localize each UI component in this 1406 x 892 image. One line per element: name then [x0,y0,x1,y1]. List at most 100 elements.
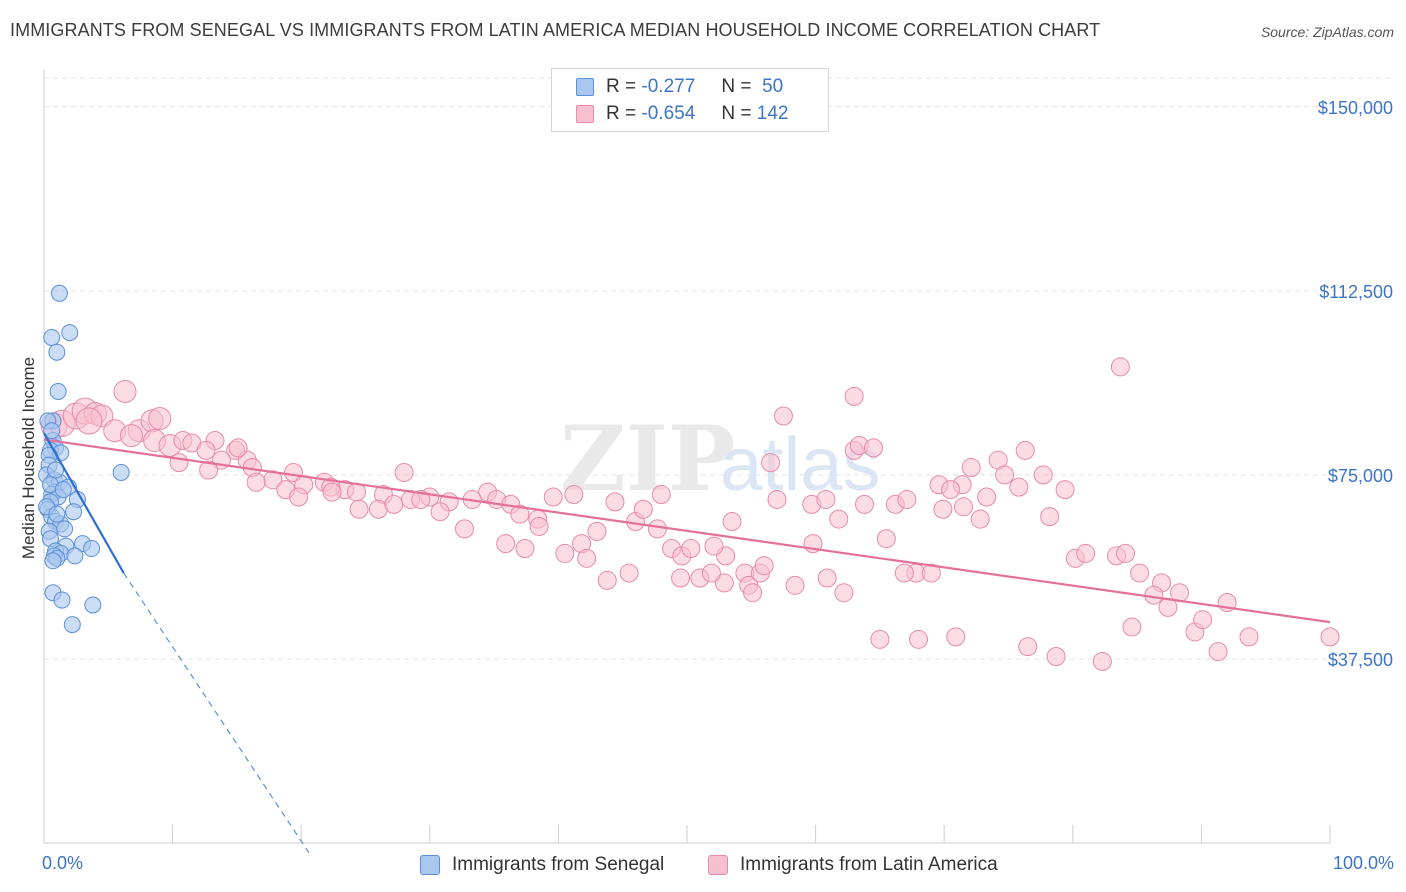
bottom-legend-latin-label: Immigrants from Latin America [740,854,998,875]
latin-point [1040,507,1060,527]
latin-point [1110,357,1130,377]
latin-point [995,465,1015,485]
senegal-point [54,481,72,499]
latin-point [529,516,549,536]
latin-point [1122,617,1142,637]
senegal-point [48,343,66,361]
legend-latin-r: -0.654 [641,103,696,124]
latin-point [349,499,369,519]
latin-point [1130,563,1150,583]
bottom-legend-latin: Immigrants from Latin America [708,852,998,878]
latin-point [633,499,653,519]
latin-point [322,482,342,502]
latin-point [754,556,774,576]
latin-point [970,509,990,529]
senegal-trend-line [43,432,125,574]
latin-point [870,629,890,649]
bottom-legend-senegal: Immigrants from Senegal [420,852,664,878]
y-tick-label: $112,500 [1319,282,1393,302]
latin-point [605,492,625,512]
latin-point [555,543,575,563]
latin-point [897,489,917,509]
senegal-point [112,463,130,481]
latin-point [722,512,742,532]
legend-senegal-r: -0.277 [641,76,696,97]
correlation-legend: R = -0.277 N = 50 R = -0.654 N = 142 [551,68,829,132]
latin-point [854,494,874,514]
latin-point [863,438,883,458]
senegal-point [43,328,61,346]
legend-n-label: N = [721,103,752,124]
senegal-point [66,547,84,565]
latin-trend-line [43,438,1331,624]
legend-n-label: N = [721,76,752,97]
y-axis-title: Median Household Income [19,357,38,559]
latin-point [767,489,787,509]
latin-point [577,548,597,568]
source-label: Source: ZipAtlas.com [1260,24,1394,40]
latin-point [384,494,404,514]
latin-point [773,406,793,426]
latin-point [1033,465,1053,485]
senegal-point [48,505,66,523]
senegal-swatch-icon [576,78,594,96]
legend-latin-n: 142 [756,103,789,124]
latin-point [1055,480,1075,500]
latin-point [933,499,953,519]
latin-point [681,539,701,559]
bottom-legend-senegal-label: Immigrants from Senegal [452,854,665,875]
senegal-point [49,382,67,400]
latin-point [283,462,303,482]
latin-point [701,563,721,583]
senegal-point [56,520,74,538]
latin-point [834,583,854,603]
y-tick-label: $37,500 [1328,650,1393,670]
latin-point [169,453,189,473]
chart-title: IMMIGRANTS FROM SENEGAL VS IMMIGRANTS FR… [10,20,1101,40]
latin-point [941,480,961,500]
latin-point [543,487,563,507]
latin-point [1076,543,1096,563]
senegal-point [65,503,83,521]
latin-point [587,521,607,541]
senegal-point [61,324,79,342]
latin-point [704,536,724,556]
latin-point [564,485,584,505]
y-tick-label: $150,000 [1318,98,1393,118]
latin-point [647,519,667,539]
senegal-point [63,616,81,634]
latin-point [1018,637,1038,657]
latin-point [199,460,219,480]
x-tick-label-min: 0.0% [42,853,83,873]
latin-point [246,472,266,492]
watermark: ZIP atlas [560,406,881,512]
latin-point [119,424,143,448]
senegal-point [53,591,71,609]
latin-point [829,509,849,529]
trend-lines [43,432,1331,854]
latin-point [1320,627,1340,647]
latin-point [908,629,928,649]
senegal-points [38,284,130,634]
y-tick-label: $75,000 [1328,466,1393,486]
latin-point [1116,543,1136,563]
latin-point [785,575,805,595]
latin-point [953,497,973,517]
senegal-point [44,552,62,570]
latin-point [1208,642,1228,662]
latin-point [1193,610,1213,630]
senegal-point [43,422,61,440]
senegal-trend-extension [123,572,310,854]
latin-point [455,519,475,539]
senegal-point [84,596,102,614]
legend-r-label: R = [606,76,637,97]
latin-point [289,487,309,507]
latin-point [597,570,617,590]
latin-point [196,440,216,460]
latin-point [1046,646,1066,666]
latin-legend-icon [708,855,728,875]
latin-point [961,458,981,478]
legend-senegal-n: 50 [762,76,784,97]
latin-point [496,534,516,554]
latin-point [619,563,639,583]
